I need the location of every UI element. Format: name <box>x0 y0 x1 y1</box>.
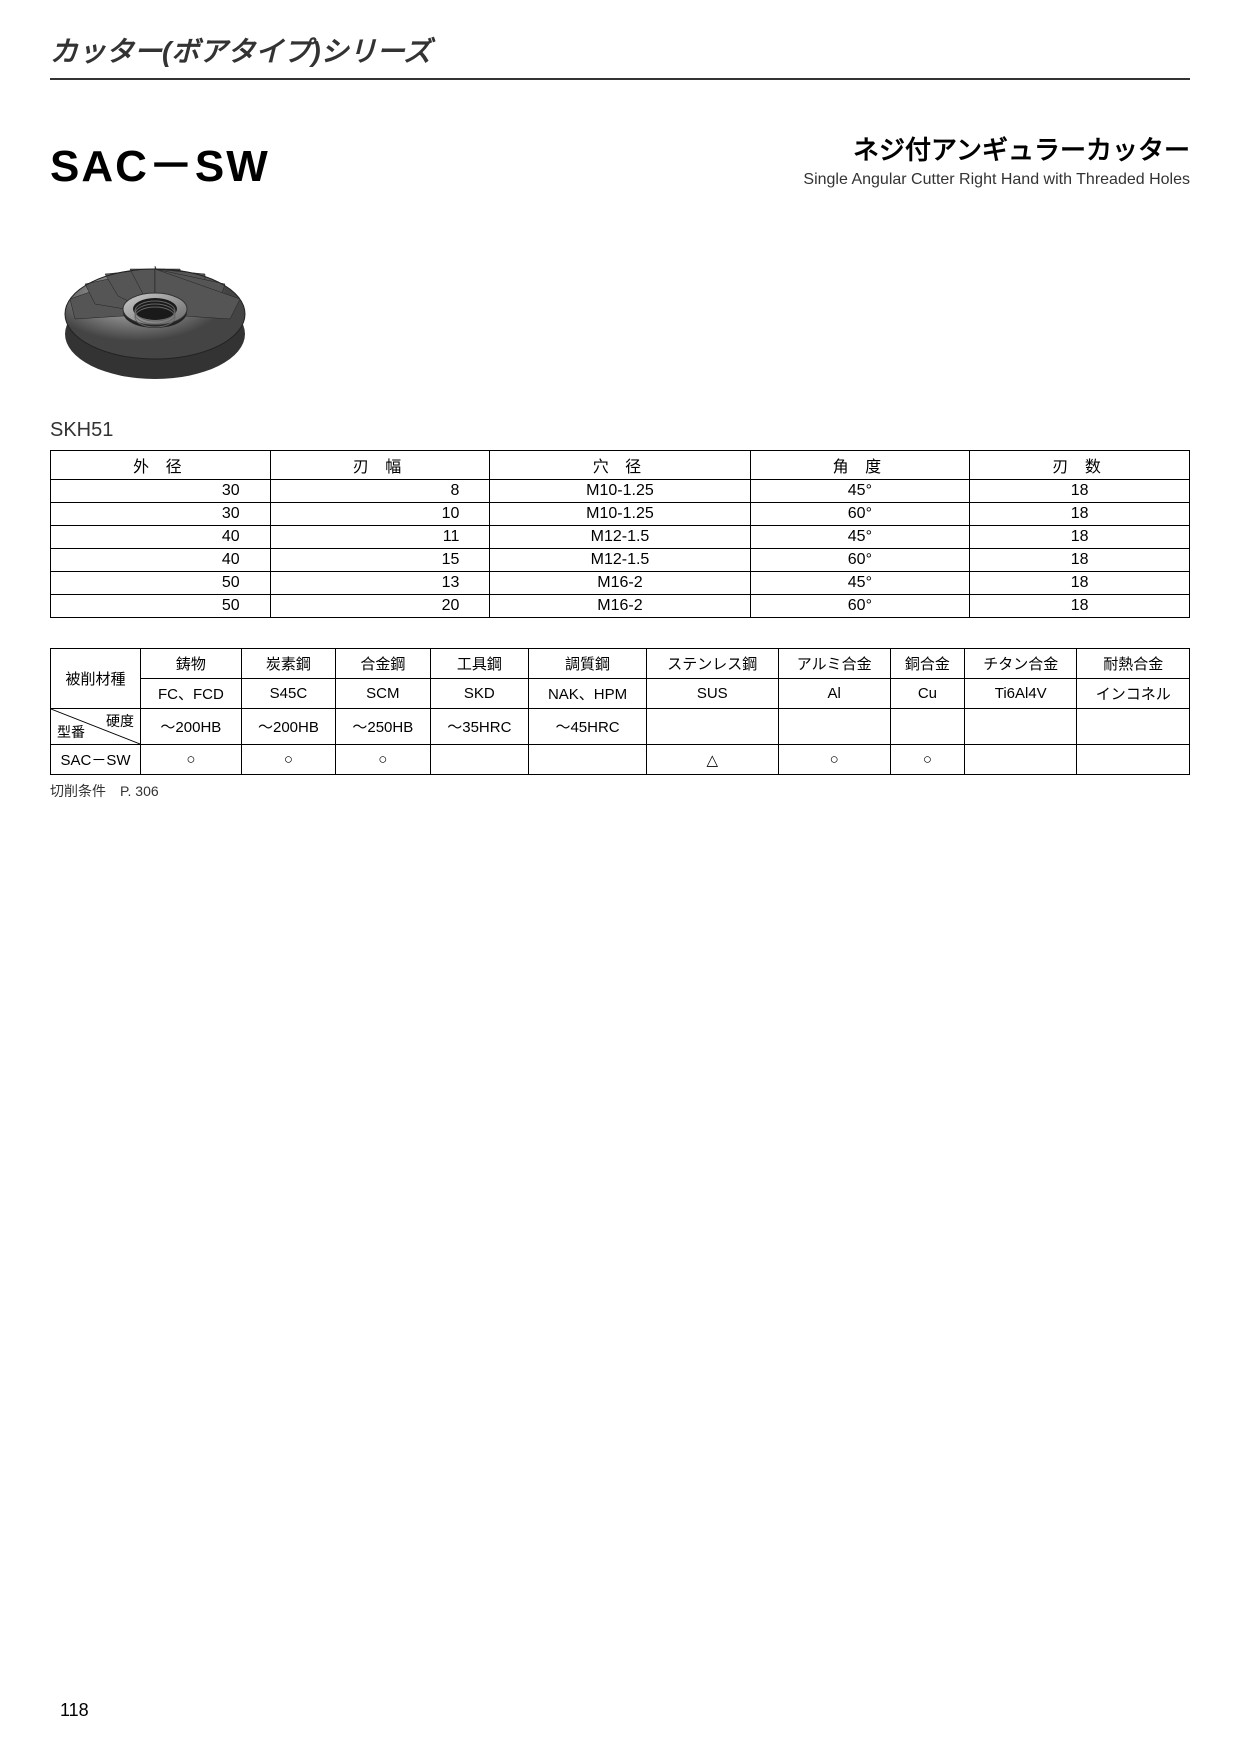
material-code: Ti6Al4V <box>964 679 1076 709</box>
material-code: SCM <box>336 679 430 709</box>
material-header: 銅合金 <box>890 649 964 679</box>
table-cell: 18 <box>970 503 1190 526</box>
diag-bottom-label: 型番 <box>57 722 85 742</box>
title-row: SAC－SW ネジ付アンギュラーカッター Single Angular Cutt… <box>50 130 1190 194</box>
table-cell: 10 <box>270 503 490 526</box>
compatibility-cell: ○ <box>336 745 430 775</box>
compatibility-cell <box>529 745 647 775</box>
hardness-cell: ～200HB <box>141 709 242 745</box>
hardness-cell <box>1077 709 1190 745</box>
compatibility-cell <box>1077 745 1190 775</box>
cutter-icon <box>50 214 260 394</box>
hardness-cell <box>778 709 890 745</box>
material-header: 工具鋼 <box>430 649 529 679</box>
title-en: Single Angular Cutter Right Hand with Th… <box>803 171 1190 189</box>
table-cell: 18 <box>970 480 1190 503</box>
hardness-cell <box>646 709 778 745</box>
table-cell: 18 <box>970 526 1190 549</box>
material-header: アルミ合金 <box>778 649 890 679</box>
table-cell: 30 <box>51 480 271 503</box>
spec-table: 外 径刃 幅穴 径角 度刃 数 308M10-1.2545°183010M10-… <box>50 450 1190 618</box>
table-cell: M16-2 <box>490 595 750 618</box>
table-cell: 15 <box>270 549 490 572</box>
table-cell: 18 <box>970 595 1190 618</box>
hardness-cell: ～250HB <box>336 709 430 745</box>
compatibility-cell: ○ <box>890 745 964 775</box>
material-code: Al <box>778 679 890 709</box>
compatibility-cell: ○ <box>778 745 890 775</box>
material-code: SKD <box>430 679 529 709</box>
title-right: ネジ付アンギュラーカッター Single Angular Cutter Righ… <box>803 130 1190 189</box>
table-cell: M12-1.5 <box>490 526 750 549</box>
spec-header: 角 度 <box>750 451 970 480</box>
hardness-cell <box>964 709 1076 745</box>
material-header: ステンレス鋼 <box>646 649 778 679</box>
diag-top-label: 硬度 <box>106 711 134 731</box>
table-cell: M10-1.25 <box>490 480 750 503</box>
table-cell: 30 <box>51 503 271 526</box>
material-code: SUS <box>646 679 778 709</box>
material-code: Cu <box>890 679 964 709</box>
table-cell: 40 <box>51 549 271 572</box>
table-cell: M16-2 <box>490 572 750 595</box>
table-cell: 50 <box>51 595 271 618</box>
table-cell: 45° <box>750 480 970 503</box>
compatibility-cell: ○ <box>141 745 242 775</box>
table-cell: 40 <box>51 526 271 549</box>
compatibility-cell <box>964 745 1076 775</box>
material-label: SKH51 <box>50 419 1190 442</box>
page-number: 118 <box>60 1700 89 1721</box>
table-cell: 60° <box>750 595 970 618</box>
title-jp: ネジ付アンギュラーカッター <box>803 130 1190 167</box>
table-row: 308M10-1.2545°18 <box>51 480 1190 503</box>
table-cell: 13 <box>270 572 490 595</box>
material-header: 鋳物 <box>141 649 242 679</box>
material-header: 炭素鋼 <box>241 649 335 679</box>
material-header: 耐熱合金 <box>1077 649 1190 679</box>
spec-header: 刃 幅 <box>270 451 490 480</box>
material-header: 調質鋼 <box>529 649 647 679</box>
spec-header: 穴 径 <box>490 451 750 480</box>
table-cell: 18 <box>970 549 1190 572</box>
compatibility-cell <box>430 745 529 775</box>
table-cell: 50 <box>51 572 271 595</box>
table-cell: 11 <box>270 526 490 549</box>
hardness-cell: ～200HB <box>241 709 335 745</box>
table-row: 4015M12-1.560°18 <box>51 549 1190 572</box>
material-table: 被削材種 鋳物炭素鋼合金鋼工具鋼調質鋼ステンレス鋼アルミ合金銅合金チタン合金耐熱… <box>50 648 1190 775</box>
table-cell: 8 <box>270 480 490 503</box>
spec-header: 外 径 <box>51 451 271 480</box>
diag-cell: 硬度 型番 <box>51 709 141 745</box>
material-code: FC、FCD <box>141 679 242 709</box>
table-cell: M10-1.25 <box>490 503 750 526</box>
table-row: 3010M10-1.2560°18 <box>51 503 1190 526</box>
table-row: 5013M16-245°18 <box>51 572 1190 595</box>
hardness-cell: ～45HRC <box>529 709 647 745</box>
model-label: SAC－SW <box>51 745 141 775</box>
table-cell: M12-1.5 <box>490 549 750 572</box>
hardness-cell <box>890 709 964 745</box>
table-cell: 60° <box>750 549 970 572</box>
product-code: SAC－SW <box>50 130 270 194</box>
compatibility-cell: △ <box>646 745 778 775</box>
table-cell: 60° <box>750 503 970 526</box>
material-code: NAK、HPM <box>529 679 647 709</box>
table-cell: 20 <box>270 595 490 618</box>
material-code: インコネル <box>1077 679 1190 709</box>
table-cell: 45° <box>750 572 970 595</box>
page-header: カッター(ボアタイプ)シリーズ <box>50 30 1190 80</box>
cutting-conditions-note: 切削条件 P. 306 <box>50 781 1190 801</box>
table-row: 4011M12-1.545°18 <box>51 526 1190 549</box>
material-code: S45C <box>241 679 335 709</box>
material-header: チタン合金 <box>964 649 1076 679</box>
product-image <box>50 214 1190 399</box>
table-row: 5020M16-260°18 <box>51 595 1190 618</box>
compatibility-cell: ○ <box>241 745 335 775</box>
material-row-label: 被削材種 <box>51 649 141 709</box>
hardness-cell: ～35HRC <box>430 709 529 745</box>
table-cell: 45° <box>750 526 970 549</box>
table-cell: 18 <box>970 572 1190 595</box>
material-header: 合金鋼 <box>336 649 430 679</box>
spec-header: 刃 数 <box>970 451 1190 480</box>
